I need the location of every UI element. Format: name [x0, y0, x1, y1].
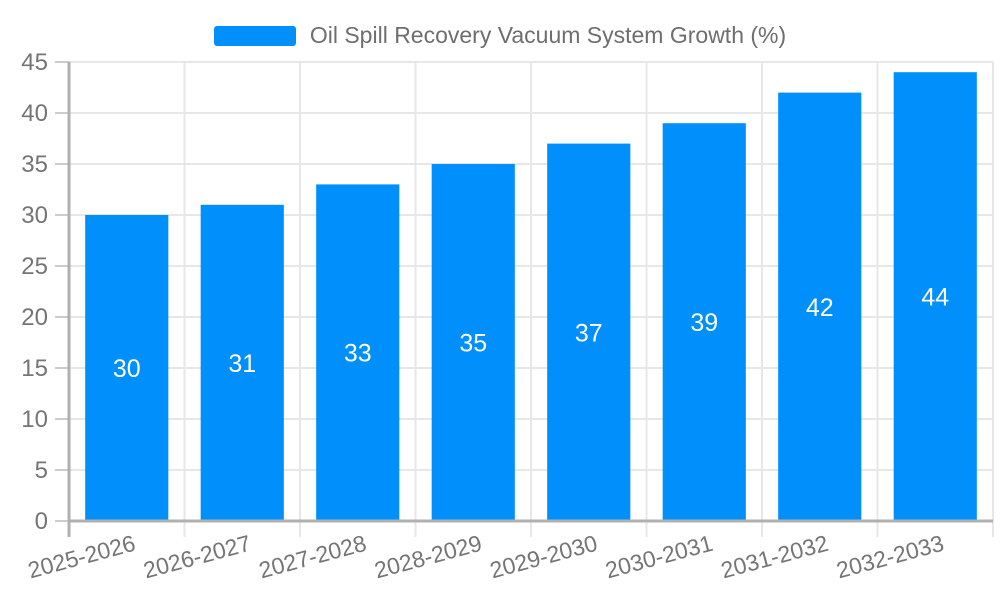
bar-2029-2030[interactable] — [547, 143, 631, 521]
y-axis-label: 40 — [21, 100, 48, 127]
bar-2031-2032[interactable] — [778, 92, 862, 521]
x-axis-label: 2026-2027 — [141, 530, 254, 584]
bar-value-label: 35 — [459, 330, 487, 358]
y-axis-label: 20 — [21, 304, 48, 331]
legend-label: Oil Spill Recovery Vacuum System Growth … — [309, 22, 787, 48]
bar-value-label: 30 — [113, 355, 141, 383]
bar-value-label: 37 — [575, 319, 603, 347]
bar-2027-2028[interactable] — [316, 184, 400, 521]
y-axis-label: 35 — [21, 151, 48, 178]
bar-value-label: 42 — [806, 294, 834, 322]
bar-2028-2029[interactable] — [431, 164, 515, 521]
legend-item[interactable]: Oil Spill Recovery Vacuum System Growth … — [0, 22, 1000, 49]
y-axis-label: 45 — [21, 49, 48, 76]
x-axis-label: 2028-2029 — [372, 530, 485, 584]
y-axis-label: 15 — [21, 355, 48, 382]
bar-2025-2026[interactable] — [85, 215, 169, 521]
y-axis-label: 30 — [21, 202, 48, 229]
bar-value-label: 33 — [344, 340, 372, 368]
legend-swatch — [213, 25, 296, 46]
x-axis-label: 2030-2031 — [603, 530, 716, 584]
bar-2026-2027[interactable] — [200, 204, 284, 522]
y-axis-label: 5 — [35, 457, 48, 484]
bar-2030-2031[interactable] — [662, 123, 746, 521]
bar-value-label: 44 — [921, 284, 949, 312]
y-axis-label: 10 — [21, 406, 48, 433]
x-axis-label: 2025-2026 — [25, 530, 138, 584]
x-axis-label: 2027-2028 — [256, 530, 369, 584]
x-axis-label: 2029-2030 — [487, 530, 600, 584]
bar-2032-2033[interactable] — [893, 72, 977, 521]
y-axis-label: 0 — [35, 508, 48, 535]
x-axis-label: 2031-2032 — [718, 530, 831, 584]
bar-value-label: 31 — [228, 350, 256, 378]
x-axis-label: 2032-2033 — [834, 530, 947, 584]
bar-value-label: 39 — [690, 309, 718, 337]
y-axis-label: 25 — [21, 253, 48, 280]
